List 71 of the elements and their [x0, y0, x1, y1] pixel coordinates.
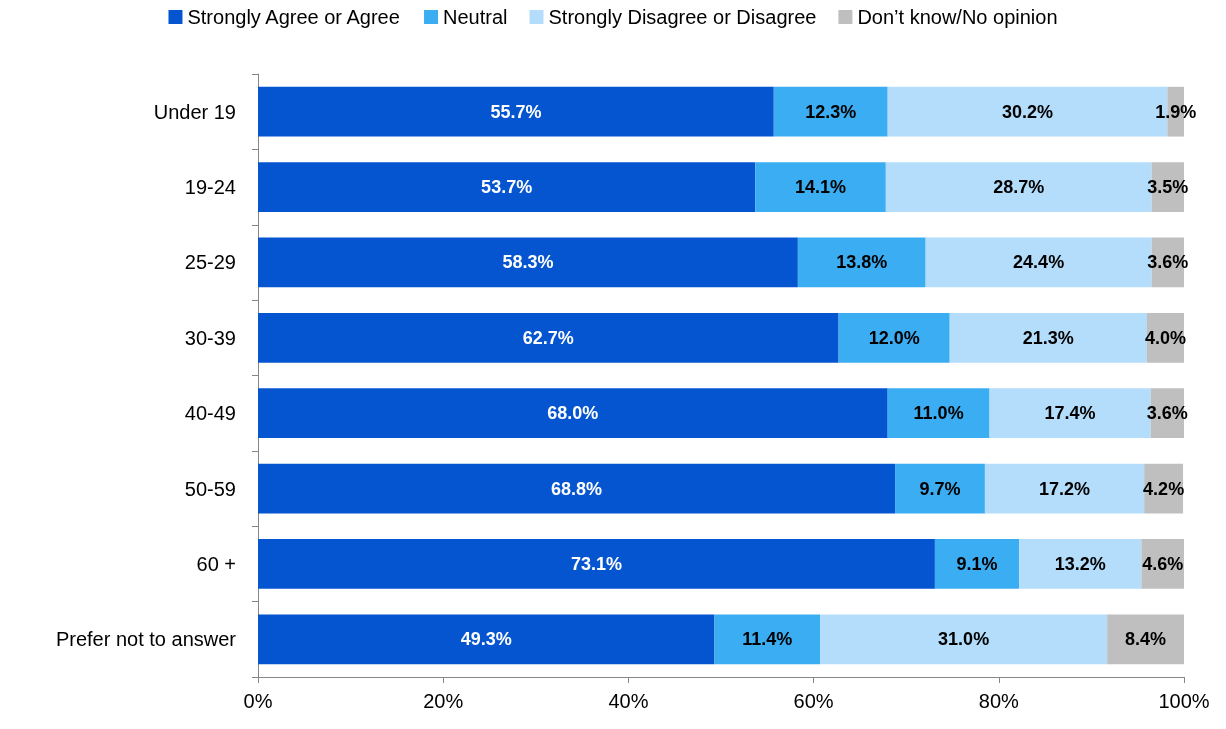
data-label: 9.7% — [919, 478, 961, 499]
data-label: 1.9% — [1155, 101, 1197, 122]
data-label: 30.2% — [1001, 101, 1054, 122]
bar — [838, 312, 950, 363]
bar — [1019, 539, 1142, 589]
data-label: 13.2% — [1054, 553, 1106, 574]
bar — [797, 237, 926, 288]
data-label: 68.0% — [547, 403, 599, 424]
data-label: 62.7% — [522, 327, 574, 348]
data-label: 68.8% — [551, 478, 603, 499]
x-tick-label: 100% — [1158, 690, 1210, 712]
data-label: 11.4% — [742, 629, 793, 650]
bar — [887, 388, 990, 439]
bar — [755, 162, 886, 212]
bar — [258, 86, 774, 137]
data-label: 53.7% — [481, 177, 533, 198]
data-label: 4.0% — [1144, 327, 1186, 348]
data-label: 58.3% — [502, 252, 554, 273]
bar — [258, 312, 839, 363]
y-tick-label: 50-59 — [184, 477, 236, 500]
y-tick-label: 30-39 — [184, 326, 236, 349]
data-label: 13.8% — [836, 252, 888, 273]
x-tick-label: 60% — [793, 690, 834, 712]
bar — [258, 539, 935, 589]
legend-label: Strongly Disagree or Disagree — [548, 6, 817, 28]
data-label: 21.3% — [1022, 327, 1074, 348]
data-label: 3.6% — [1147, 252, 1189, 273]
legend-label: Strongly Agree or Agree — [187, 6, 400, 28]
data-label: 14.1% — [795, 177, 847, 198]
legend-label: Don’t know/No opinion — [857, 6, 1058, 28]
y-tick-label: 60 + — [196, 552, 236, 575]
data-label: 28.7% — [993, 177, 1045, 198]
x-tick-label: 80% — [978, 690, 1020, 712]
data-label: 17.2% — [1039, 478, 1091, 499]
data-label: 17.4% — [1044, 403, 1096, 424]
y-tick-label: 19-24 — [184, 176, 236, 199]
bar — [258, 162, 756, 212]
y-tick-label: 25-29 — [184, 251, 236, 274]
bar — [258, 388, 888, 439]
data-label: 12.0% — [868, 327, 920, 348]
data-label: 24.4% — [1013, 252, 1065, 273]
data-label: 3.6% — [1146, 403, 1188, 424]
bar — [934, 539, 1020, 589]
y-tick-label: Under 19 — [153, 100, 236, 123]
bar — [258, 237, 798, 288]
x-tick-label: 0% — [243, 690, 273, 712]
bar — [714, 614, 821, 665]
bar — [949, 312, 1147, 363]
data-label: 11.0% — [913, 403, 964, 424]
data-label: 4.2% — [1143, 478, 1185, 499]
bar — [820, 614, 1108, 665]
x-tick-label: 40% — [608, 690, 649, 712]
data-label: 31.0% — [938, 629, 990, 650]
y-tick-label: 40-49 — [184, 402, 236, 425]
legend-label: Neutral — [443, 6, 508, 28]
data-label: 8.4% — [1125, 629, 1167, 650]
x-tick-label: 20% — [423, 690, 464, 712]
data-label: 55.7% — [490, 101, 542, 122]
bar — [773, 86, 888, 137]
y-tick-label: Prefer not to answer — [55, 628, 237, 651]
data-label: 73.1% — [570, 553, 622, 574]
data-label: 4.6% — [1142, 553, 1184, 574]
data-label: 49.3% — [460, 629, 512, 650]
bar — [895, 463, 985, 514]
bar — [258, 463, 896, 514]
bar — [1107, 614, 1184, 665]
data-label: 9.1% — [956, 553, 998, 574]
data-label: 12.3% — [805, 101, 857, 122]
bar — [984, 463, 1145, 514]
data-label: 3.5% — [1147, 177, 1189, 198]
bar — [258, 614, 715, 665]
